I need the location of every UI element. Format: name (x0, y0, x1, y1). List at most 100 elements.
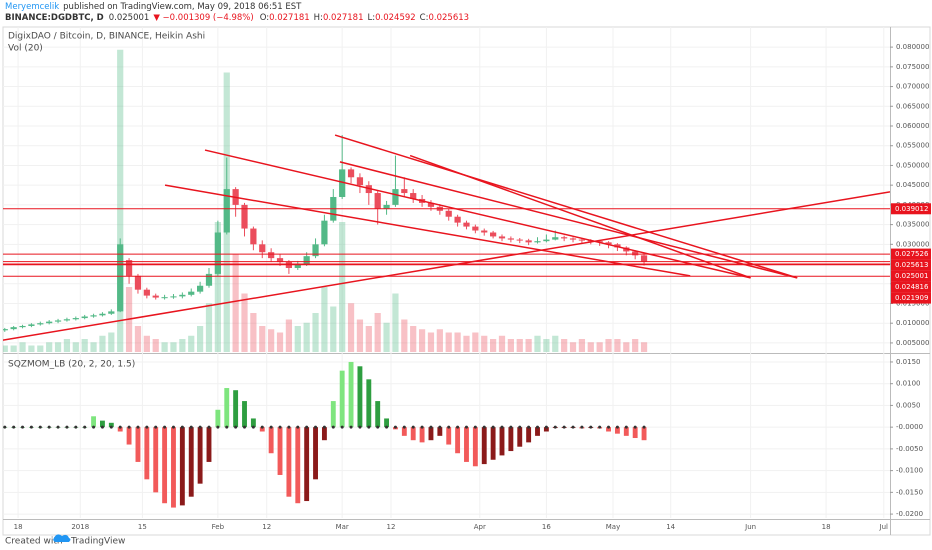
volume-bar (241, 293, 248, 352)
candle-body (561, 237, 568, 239)
squeeze-dot (127, 425, 131, 429)
trend-line (3, 191, 890, 341)
volume-bar (569, 342, 577, 352)
y-tick-label: -0.0100 (896, 467, 923, 475)
candle-body (99, 313, 106, 316)
x-tick-label: 16 (542, 523, 551, 531)
squeeze-dot (92, 425, 96, 429)
squeeze-dot (145, 425, 149, 429)
volume-bar (330, 306, 337, 352)
momentum-bar (108, 422, 114, 428)
candle-body (197, 285, 204, 292)
x-tick-label: Jun (744, 523, 756, 531)
x-tick-label: Jul (879, 523, 889, 531)
candle-body (294, 264, 301, 268)
squeeze-dot (500, 425, 504, 429)
logo (53, 534, 71, 542)
squeeze-dot (580, 425, 584, 429)
volume-bar (294, 326, 301, 352)
volume-bar (276, 332, 284, 352)
volume-bar (188, 335, 195, 352)
momentum-bar (339, 370, 345, 428)
candle-body (161, 297, 168, 299)
candle-body (46, 321, 53, 324)
ohlc-v: 0.027181 (269, 13, 310, 23)
momentum-bar (419, 427, 425, 443)
momentum-bar (481, 427, 487, 465)
ohlc-v: 0.025613 (428, 13, 469, 23)
candle-body (401, 189, 408, 194)
volume-bar (410, 326, 417, 352)
momentum-bar (171, 427, 176, 508)
momentum-bar (233, 390, 239, 428)
volume-bar (365, 326, 372, 352)
volume-bar (99, 335, 106, 352)
x-tick-label: 14 (666, 523, 675, 531)
momentum-bar (215, 409, 221, 428)
squeeze-dot (464, 425, 468, 429)
candle-body (516, 239, 523, 241)
published: published on TradingView.com, May 09, 20… (63, 2, 302, 12)
last: 0.025001 (109, 13, 150, 23)
candle-body (214, 232, 221, 274)
squeeze-dot (198, 425, 202, 429)
momentum-bar (348, 361, 354, 428)
y-tick-label: 0.010000 (896, 319, 929, 327)
candle-body (472, 226, 479, 231)
squeeze-dot (624, 425, 628, 429)
price-level-box (891, 203, 931, 215)
momentum-bar (410, 427, 416, 441)
ohlc-v: 0.027181 (323, 13, 364, 23)
squeeze-dot (3, 425, 7, 429)
candle-body (125, 260, 133, 276)
volume-bar (63, 339, 71, 352)
y-tick-label: 0.055000 (896, 142, 929, 150)
squeeze-dot (207, 425, 211, 429)
momentum-bar (357, 366, 363, 428)
candle-body (454, 216, 461, 223)
candle-body (507, 238, 514, 240)
squeeze-dot (376, 425, 380, 429)
squeeze-dot (189, 425, 193, 429)
squeeze-dot (482, 425, 486, 429)
y-tick-label: -0.0050 (896, 445, 923, 453)
volume-bar (10, 345, 17, 352)
volume-bar (481, 335, 488, 352)
ohlc-c: C: (420, 13, 429, 23)
squeeze-dot (598, 425, 602, 429)
volume-bar (161, 342, 168, 352)
volume-bar (117, 49, 124, 352)
volume-bar (498, 335, 506, 352)
momentum-bar (295, 427, 301, 504)
squeeze-dot (544, 425, 548, 429)
candle-body (134, 275, 142, 290)
volume-bar (605, 339, 612, 352)
ohlc-h: H: (314, 13, 323, 23)
candle-body (463, 222, 470, 227)
x-tick-label: 15 (138, 523, 147, 531)
y-tick-label: 0.060000 (896, 122, 929, 130)
momentum-bar (153, 427, 159, 493)
author[interactable]: Meryemcelik (5, 2, 59, 12)
momentum-bar (100, 420, 105, 428)
footer-brand[interactable]: TradingView (70, 537, 125, 547)
momentum-bar (188, 427, 194, 497)
y-tick-label: -0.0150 (896, 488, 923, 496)
volume-bar (507, 339, 514, 352)
candle-body (72, 318, 79, 320)
candle-body (250, 228, 257, 245)
candle-body (205, 273, 213, 286)
volume-bar (108, 332, 115, 352)
y-tick-label: 0.050000 (896, 161, 929, 169)
volume-bar (418, 329, 426, 352)
squeeze-dot (243, 425, 247, 429)
volume-bar (170, 342, 177, 352)
volume-bar (197, 326, 204, 352)
candle-body (179, 294, 186, 297)
y-tick-label: 0.065000 (896, 102, 929, 110)
squeeze-dot (234, 425, 238, 429)
squeeze-dot (109, 425, 113, 429)
candle-body (445, 210, 452, 217)
header-line: Meryemcelik published on TradingView.com,… (5, 2, 302, 12)
squeeze-dot (447, 425, 451, 429)
